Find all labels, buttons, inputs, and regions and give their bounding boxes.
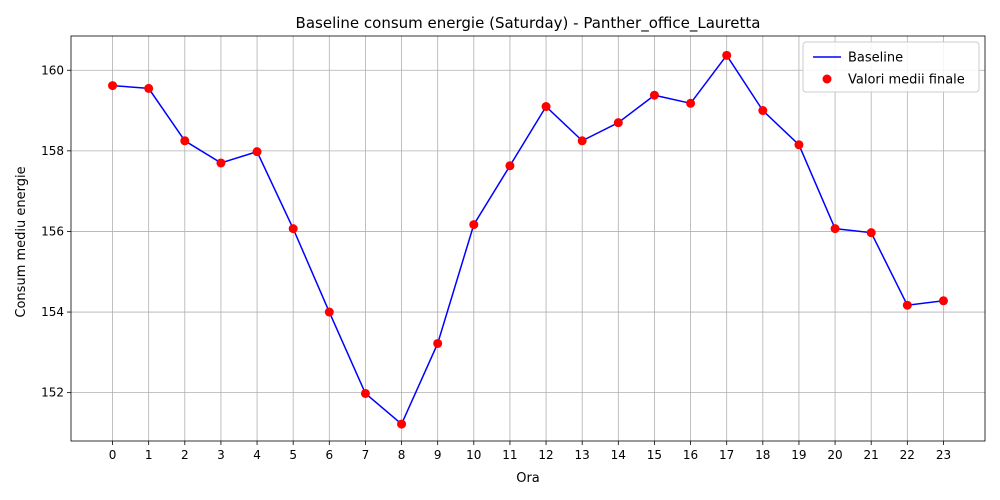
data-point [433,338,443,348]
data-point [324,307,334,317]
data-point [108,81,118,91]
y-tick-label: 156 [41,224,64,238]
data-point [469,220,479,230]
y-tick-label: 160 [41,63,64,77]
x-tick-label: 20 [827,448,842,462]
x-tick-label: 6 [325,448,333,462]
plot-frame [70,35,986,442]
data-point [505,161,515,171]
data-point [722,50,732,60]
x-tick-label: 8 [398,448,406,462]
baseline-series-line [112,54,944,426]
x-tick-label: 12 [538,448,553,462]
data-point [830,224,840,234]
y-tick-label: 152 [41,386,64,400]
data-point [288,224,298,234]
x-tick-label: 16 [683,448,698,462]
x-tick-label: 23 [936,448,951,462]
legend-label: Baseline [848,51,903,66]
data-point [397,419,407,429]
x-tick-label: 4 [253,448,261,462]
data-point [144,83,154,93]
y-tick-label: 154 [41,305,64,319]
series-layer [108,50,948,429]
data-point [541,102,551,112]
chart-title: Baseline consum energie (Saturday) - Pan… [296,14,761,33]
x-tick-label: 14 [611,448,626,462]
data-point [216,158,226,168]
legend-marker-swatch [822,74,832,84]
x-tick-label: 9 [434,448,442,462]
x-tick-label: 7 [362,448,370,462]
x-tick-label: 15 [647,448,662,462]
x-tick-label: 22 [900,448,915,462]
x-tick-label: 18 [755,448,770,462]
data-point [252,147,262,157]
y-tick-label: 158 [41,144,64,158]
x-tick-label: 10 [466,448,481,462]
data-point [577,136,587,146]
data-point [180,136,190,146]
x-axis-title: Ora [516,471,540,486]
data-point [902,300,912,310]
legend: Baseline Valori medii finale [802,41,980,93]
x-tick-label: 3 [217,448,225,462]
legend-label: Valori medii finale [848,73,965,88]
x-tick-label: 1 [145,448,153,462]
x-tick-label: 11 [502,448,517,462]
x-tick-label: 2 [181,448,189,462]
axes: 0 1 2 3 4 5 6 7 8 9 10 11 12 13 14 15 16 17 18 19 20 21 22 2315… [41,35,986,462]
data-point [360,388,370,398]
x-tick-label: 17 [719,448,734,462]
y-axis-title: Consum mediu energie [14,166,29,317]
x-tick-label: 19 [791,448,806,462]
data-point [938,296,948,306]
x-tick-label: 0 [109,448,117,462]
legend-box [802,41,980,93]
x-tick-label: 21 [864,448,879,462]
grid [71,36,985,441]
x-tick-label: 5 [289,448,297,462]
data-point [758,106,768,116]
data-point [866,228,876,238]
data-point [794,140,804,150]
data-point [613,118,623,128]
data-point [686,98,696,108]
x-tick-label: 13 [575,448,590,462]
data-point [649,90,659,100]
